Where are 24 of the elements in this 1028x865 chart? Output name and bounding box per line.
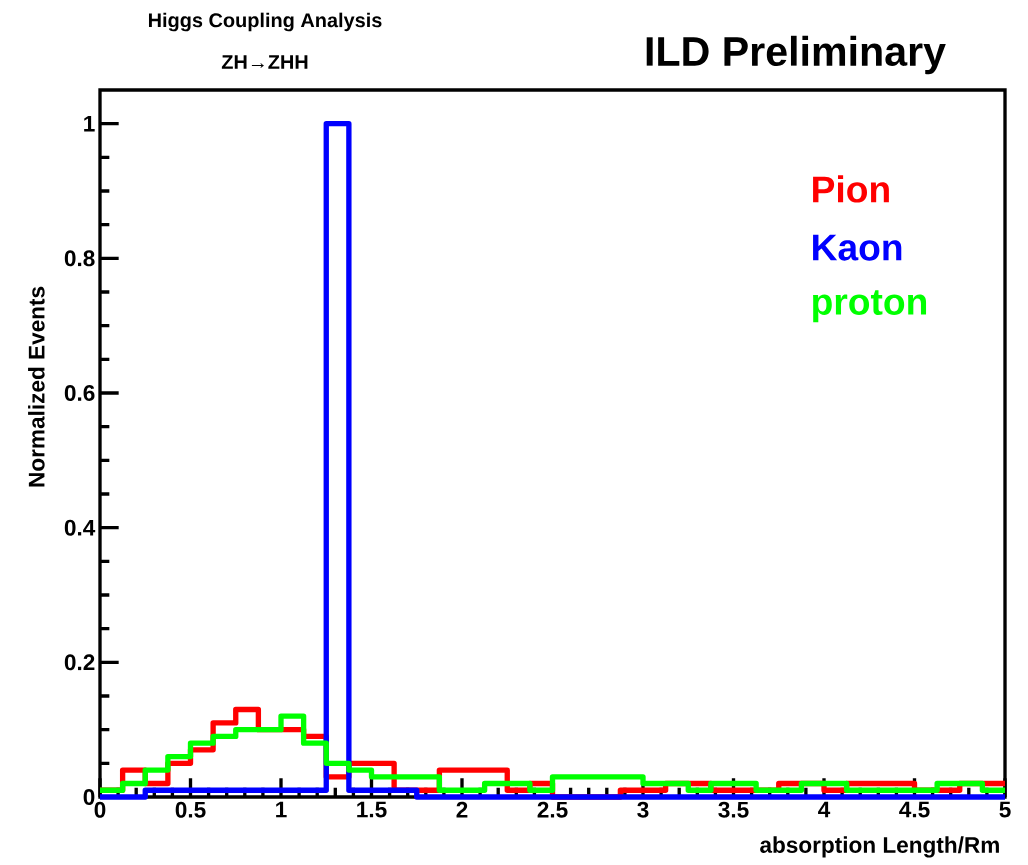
x-tick-label: 3 <box>637 801 649 818</box>
y-tick-label: 1 <box>84 115 95 132</box>
x-tick-label: 4 <box>818 801 831 818</box>
y-axis-title: Normalized Events <box>28 286 45 487</box>
x-axis-title: absorption Length/Rm <box>760 836 999 858</box>
x-tick-label: 5 <box>999 801 1011 818</box>
y-tick-label: 0.6 <box>64 385 95 401</box>
x-tick-label: 2.5 <box>537 801 568 818</box>
x-tick-label: 2 <box>456 801 468 818</box>
y-tick-label: 0.2 <box>64 654 95 671</box>
x-tick-label: 3.5 <box>718 801 749 818</box>
chart-title: ILD Preliminary <box>646 35 946 75</box>
x-tick-label: 4.5 <box>899 801 930 818</box>
y-tick-label: 0 <box>83 789 95 805</box>
x-tick-label: 1.5 <box>357 801 387 818</box>
text: Higgs Coupling Analysis <box>148 12 382 32</box>
text: ZH→ZHH <box>221 55 308 69</box>
y-tick-label: 0.8 <box>64 250 95 267</box>
x-tick-label: 1 <box>276 801 287 818</box>
x-tick-label: 0.5 <box>175 801 206 818</box>
text: Pion <box>813 175 889 203</box>
text: Kaon <box>813 234 902 261</box>
y-tick-label: 0.4 <box>64 519 96 536</box>
text: proton <box>813 290 927 323</box>
